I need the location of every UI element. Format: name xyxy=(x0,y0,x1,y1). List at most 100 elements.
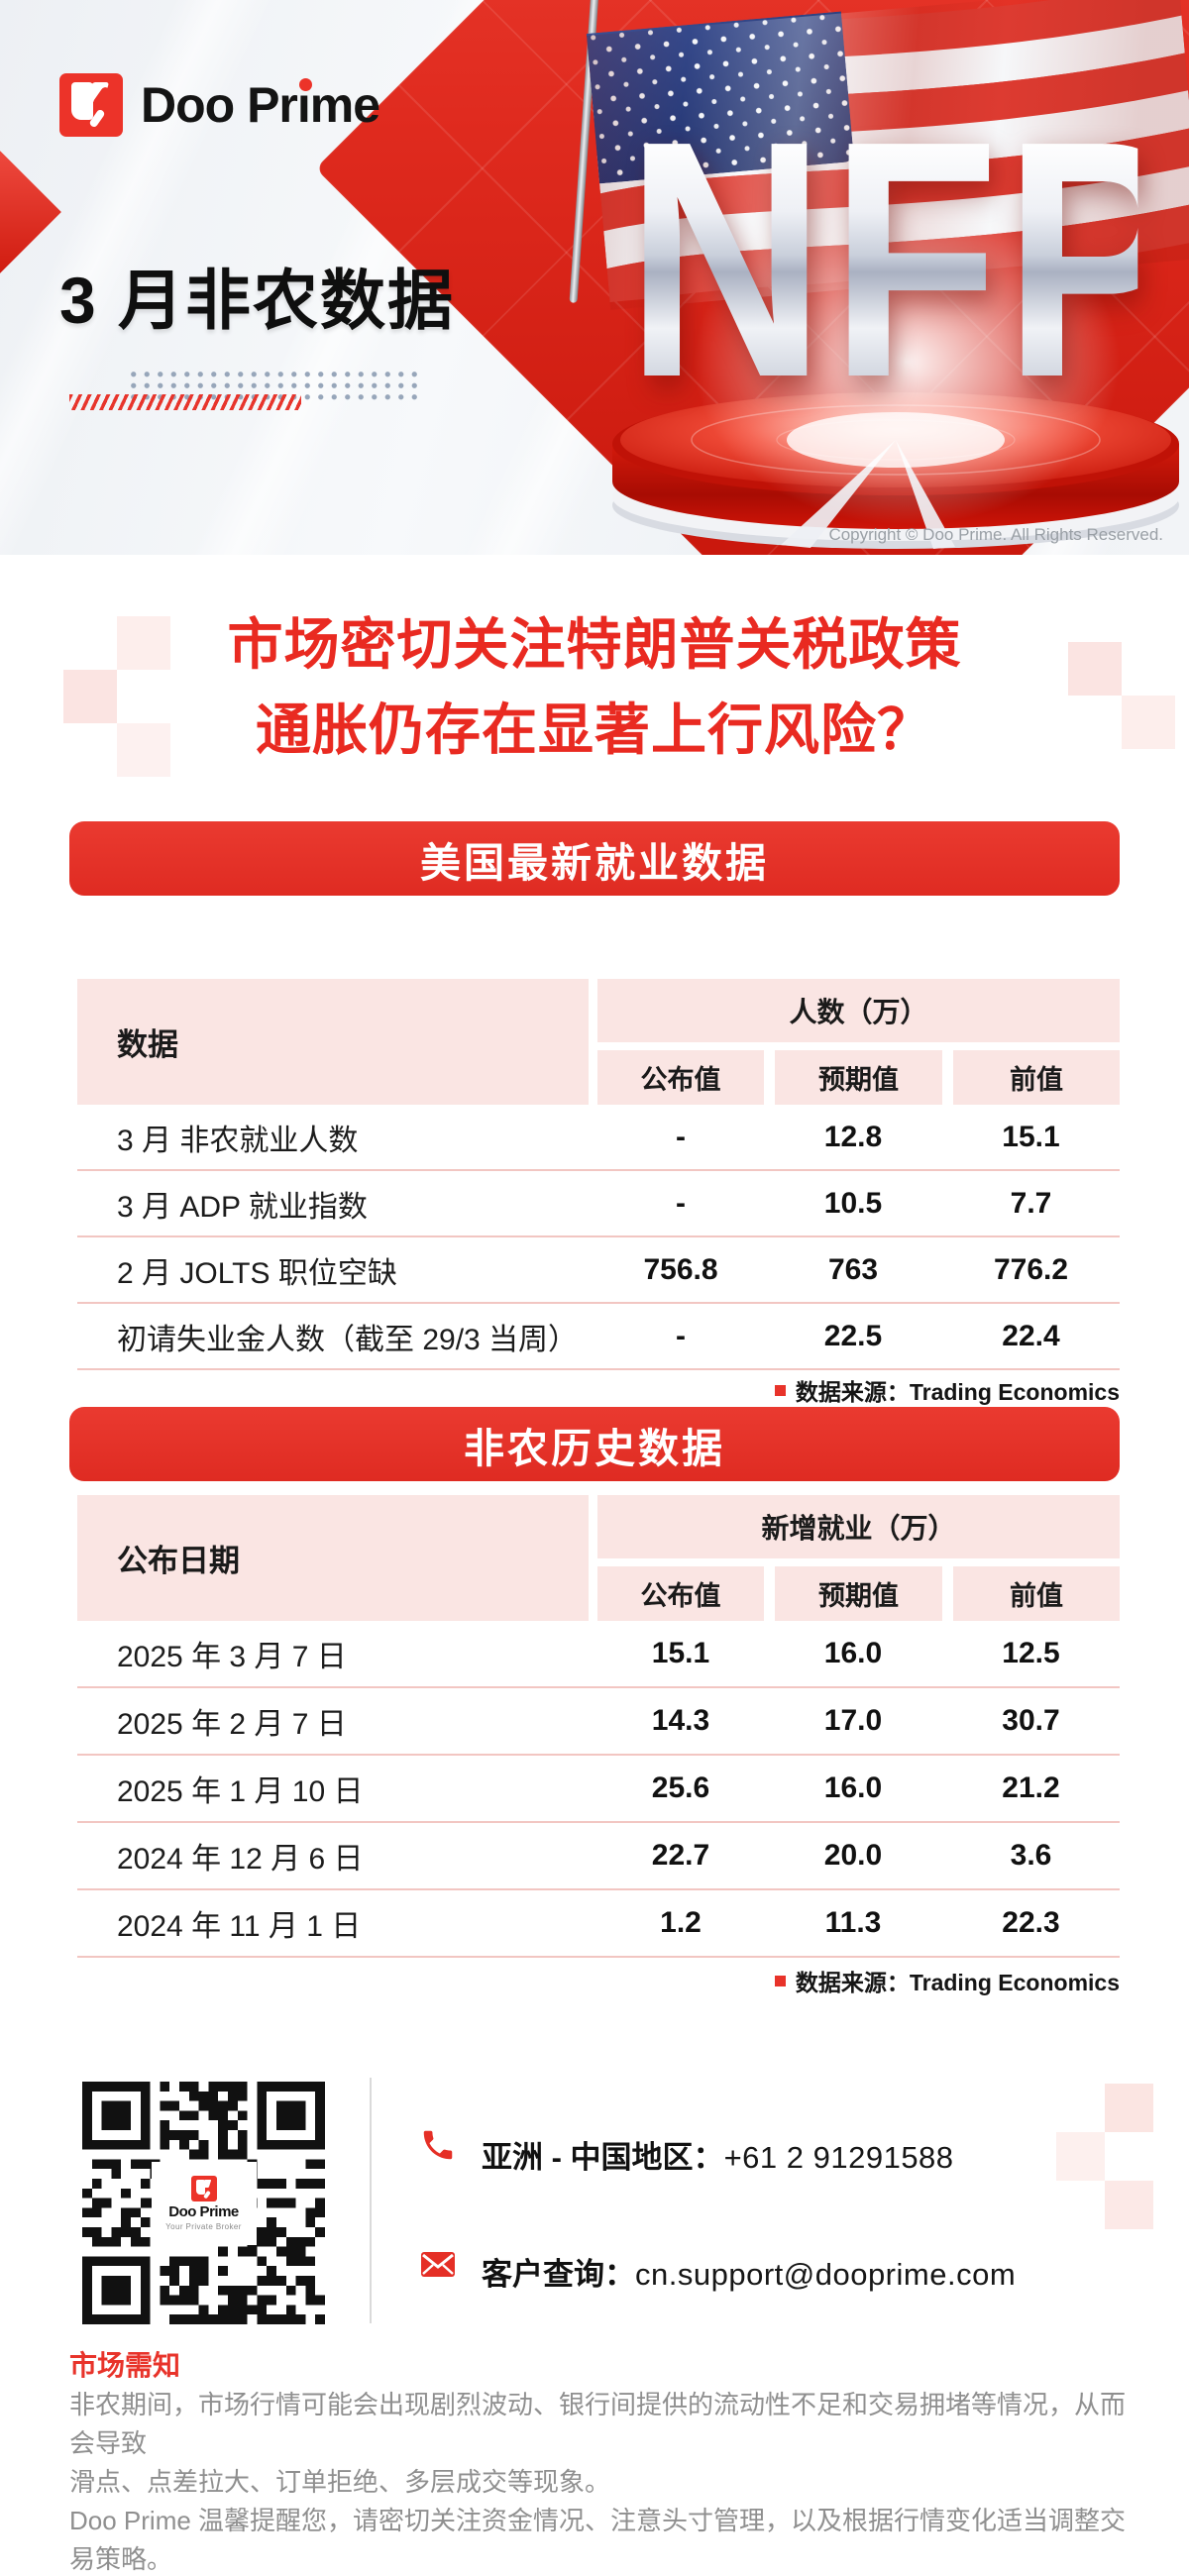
phone-icon xyxy=(423,2130,453,2160)
source-text: 数据来源：Trading Economics xyxy=(795,1970,1120,1995)
data-source-note: 数据来源：Trading Economics xyxy=(774,1373,1120,1407)
row-label: 2025 年 2 月 7 日 xyxy=(117,1708,347,1741)
pink-checker-decoration xyxy=(1122,696,1175,749)
source-bullet-icon xyxy=(774,1384,786,1396)
email-label: 客户查询： xyxy=(482,2257,635,2292)
cell-published: 15.1 xyxy=(651,1637,710,1669)
cell-published: 1.2 xyxy=(660,1906,702,1939)
qr-brand-text: Doo Prime xyxy=(168,2202,239,2220)
table-row: 2024 年 11 月 1 日 1.2 11.3 22.3 xyxy=(77,1890,1120,1958)
table-header: 公布日期 新增就业（万） 公布值 预期值 前值 xyxy=(77,1495,1120,1621)
qr-center-logo: Doo Prime Your Private Broker xyxy=(151,2161,257,2245)
email-address: cn.support@dooprime.com xyxy=(635,2257,1017,2292)
table-row: 2025 年 3 月 7 日 15.1 16.0 12.5 xyxy=(77,1621,1120,1688)
cell-forecast: 11.3 xyxy=(824,1906,882,1939)
cell-previous: 3.6 xyxy=(1010,1839,1052,1872)
table-header: 数据 人数（万） 公布值 预期值 前值 xyxy=(77,979,1120,1105)
phone-number: +61 2 91291588 xyxy=(723,2140,954,2175)
phone-label: 亚洲 - 中国地区： xyxy=(482,2140,724,2175)
cell-previous: 15.1 xyxy=(1002,1120,1060,1153)
table-body: 2025 年 3 月 7 日 15.1 16.0 12.5 2025 年 2 月… xyxy=(77,1621,1120,1958)
headline: 市场密切关注特朗普关税政策 通胀仍存在显著上行风险？ xyxy=(0,602,1189,773)
qr-tagline-text: Your Private Broker xyxy=(165,2221,242,2231)
cell-previous: 30.7 xyxy=(1002,1704,1060,1737)
vertical-divider xyxy=(370,2078,372,2323)
cell-published: 22.7 xyxy=(651,1839,710,1872)
source-bullet-icon xyxy=(774,1975,786,1986)
row-label: 3 月 ADP 就业指数 xyxy=(117,1190,368,1224)
cell-published: 14.3 xyxy=(651,1704,710,1737)
doo-prime-logo-text: Doo Prıme xyxy=(141,77,380,133)
hatched-bar-decoration xyxy=(69,394,301,410)
email-icon xyxy=(421,2252,455,2277)
cell-forecast: 22.5 xyxy=(823,1319,883,1352)
cell-forecast: 16.0 xyxy=(823,1637,883,1669)
table-row: 3 月 非农就业人数 - 12.8 15.1 xyxy=(77,1105,1120,1171)
pink-checker-decoration xyxy=(1105,2181,1153,2229)
footer-disclaimer: 非农期间，市场行情可能会出现剧烈波动、银行间提供的流动性不足和交易拥堵等情况，从… xyxy=(69,2386,1139,2576)
section-banner-nfp-history: 非农历史数据 xyxy=(69,1407,1120,1481)
table-row: 2 月 JOLTS 职位空缺 756.8 763 776.2 xyxy=(77,1237,1120,1304)
cell-forecast: 12.8 xyxy=(823,1120,883,1153)
table-row: 2025 年 1 月 10 日 25.6 16.0 21.2 xyxy=(77,1756,1120,1823)
cell-previous: 12.5 xyxy=(1002,1637,1060,1669)
table-corner-header: 公布日期 xyxy=(77,1495,589,1621)
headline-line2: 通胀仍存在显著上行风险？ xyxy=(256,698,933,761)
column-header-forecast: 预期值 xyxy=(775,1566,942,1621)
nfp-3d-letters: NFP xyxy=(625,71,1189,448)
disclaimer-line1: 非农期间，市场行情可能会出现剧烈波动、银行间提供的流动性不足和交易拥堵等情况，从… xyxy=(69,2390,1127,2458)
table-corner-header: 数据 xyxy=(77,979,589,1105)
cell-published: - xyxy=(676,1319,686,1352)
cell-published: - xyxy=(676,1186,686,1220)
table-group-header: 人数（万） xyxy=(597,979,1120,1042)
table-row: 初请失业金人数（截至 29/3 当周） - 22.5 22.4 xyxy=(77,1304,1120,1370)
disclaimer-line2: 滑点、点差拉大、订单拒绝、多层成交等现象。 xyxy=(69,2467,611,2497)
row-label: 3 月 非农就业人数 xyxy=(117,1124,359,1157)
qr-code: Doo Prime Your Private Broker xyxy=(82,2082,325,2324)
cell-published: - xyxy=(676,1120,686,1153)
row-label: 2025 年 1 月 10 日 xyxy=(117,1775,364,1808)
cell-previous: 21.2 xyxy=(1002,1771,1060,1804)
row-label: 2025 年 3 月 7 日 xyxy=(117,1641,347,1673)
cell-previous: 22.4 xyxy=(1002,1319,1060,1352)
pink-checker-decoration xyxy=(1068,642,1122,696)
table-body: 3 月 非农就业人数 - 12.8 15.1 3 月 ADP 就业指数 - 10… xyxy=(77,1105,1120,1370)
source-text: 数据来源：Trading Economics xyxy=(795,1379,1120,1405)
row-label: 初请失业金人数（截至 29/3 当周） xyxy=(117,1323,579,1356)
table-row: 3 月 ADP 就业指数 - 10.5 7.7 xyxy=(77,1171,1120,1237)
table-group-header: 新增就业（万） xyxy=(597,1495,1120,1558)
section-banner-us-employment: 美国最新就业数据 xyxy=(69,821,1120,896)
pink-checker-decoration xyxy=(63,670,117,723)
data-source-note: 数据来源：Trading Economics xyxy=(774,1964,1120,1997)
cell-forecast: 17.0 xyxy=(823,1704,883,1737)
row-label: 2024 年 12 月 6 日 xyxy=(117,1843,364,1876)
cell-forecast: 10.5 xyxy=(823,1186,883,1220)
row-label: 2024 年 11 月 1 日 xyxy=(117,1910,362,1943)
cell-forecast: 16.0 xyxy=(823,1771,883,1804)
doo-prime-logo-icon xyxy=(59,73,123,137)
row-label: 2 月 JOLTS 职位空缺 xyxy=(117,1256,397,1290)
disclaimer-line3: Doo Prime 温馨提醒您，请密切关注资金情况、注意头寸管理，以及根据行情变… xyxy=(69,2506,1127,2574)
headline-line1: 市场密切关注特朗普关税政策 xyxy=(227,613,962,676)
light-glow xyxy=(694,198,1120,525)
pink-checker-decoration xyxy=(1056,2132,1105,2181)
copyright-text: Copyright © Doo Prime. All Rights Reserv… xyxy=(828,525,1163,544)
email-contact: 客户查询：cn.support@dooprime.com xyxy=(482,2249,1016,2294)
cell-published: 756.8 xyxy=(643,1252,718,1286)
phone-contact: 亚洲 - 中国地区：+61 2 91291588 xyxy=(482,2132,954,2177)
pink-checker-decoration xyxy=(117,616,170,670)
cell-previous: 776.2 xyxy=(993,1252,1069,1286)
cell-previous: 7.7 xyxy=(1010,1186,1052,1220)
cell-forecast: 20.0 xyxy=(823,1839,883,1872)
table-row: 2025 年 2 月 7 日 14.3 17.0 30.7 xyxy=(77,1688,1120,1756)
table-row: 2024 年 12 月 6 日 22.7 20.0 3.6 xyxy=(77,1823,1120,1890)
column-header-published: 公布值 xyxy=(597,1566,764,1621)
column-header-forecast: 预期值 xyxy=(775,1050,942,1105)
footer-title: 市场需知 xyxy=(69,2350,181,2381)
header: NFP Copyright © Doo Prime. All Rights Re… xyxy=(0,0,1189,555)
pink-checker-decoration xyxy=(1105,2084,1153,2132)
logo-i-red-dot xyxy=(299,78,312,91)
column-header-previous: 前值 xyxy=(953,1050,1120,1105)
cell-previous: 22.3 xyxy=(1002,1906,1060,1939)
